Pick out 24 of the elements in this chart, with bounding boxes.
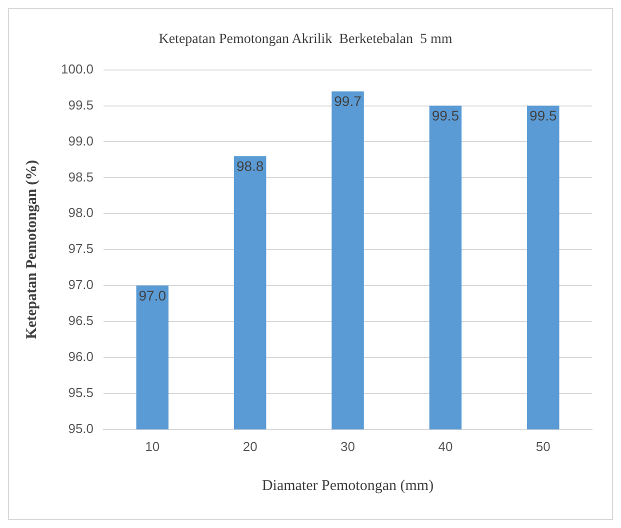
x-tick-label: 10 [145, 438, 160, 454]
data-label: 99.7 [334, 93, 362, 110]
y-tick-label: 96.0 [68, 349, 94, 364]
x-axis-title: Diamater Pemotongan (mm) [262, 478, 434, 494]
y-axis-title: Ketepatan Pemotongan (%) [24, 160, 40, 340]
y-tick-label: 99.0 [68, 133, 94, 148]
y-tick-label: 95.5 [68, 385, 94, 400]
y-tick-label: 97.5 [68, 241, 94, 256]
y-tick-label: 99.5 [68, 97, 94, 112]
chart-title: Ketepatan Pemotongan Akrilik Berketebalan 5 mm [158, 32, 452, 48]
data-label: 97.0 [138, 287, 166, 304]
y-tick-label: 97.0 [68, 277, 94, 292]
data-label: 98.8 [236, 158, 264, 174]
data-label: 99.5 [530, 108, 557, 124]
y-tick-label: 100.0 [60, 61, 94, 76]
x-tick-label: 30 [340, 438, 355, 454]
x-tick-label: 50 [536, 438, 550, 454]
data-label: 99.5 [432, 108, 460, 124]
y-tick-label: 95.0 [68, 420, 94, 436]
x-tick-label: 40 [438, 438, 453, 454]
y-tick-label: 96.5 [68, 313, 94, 328]
y-tick-label: 98.5 [68, 169, 94, 184]
x-tick-label: 20 [242, 438, 258, 454]
y-tick-label: 98.0 [68, 205, 94, 220]
